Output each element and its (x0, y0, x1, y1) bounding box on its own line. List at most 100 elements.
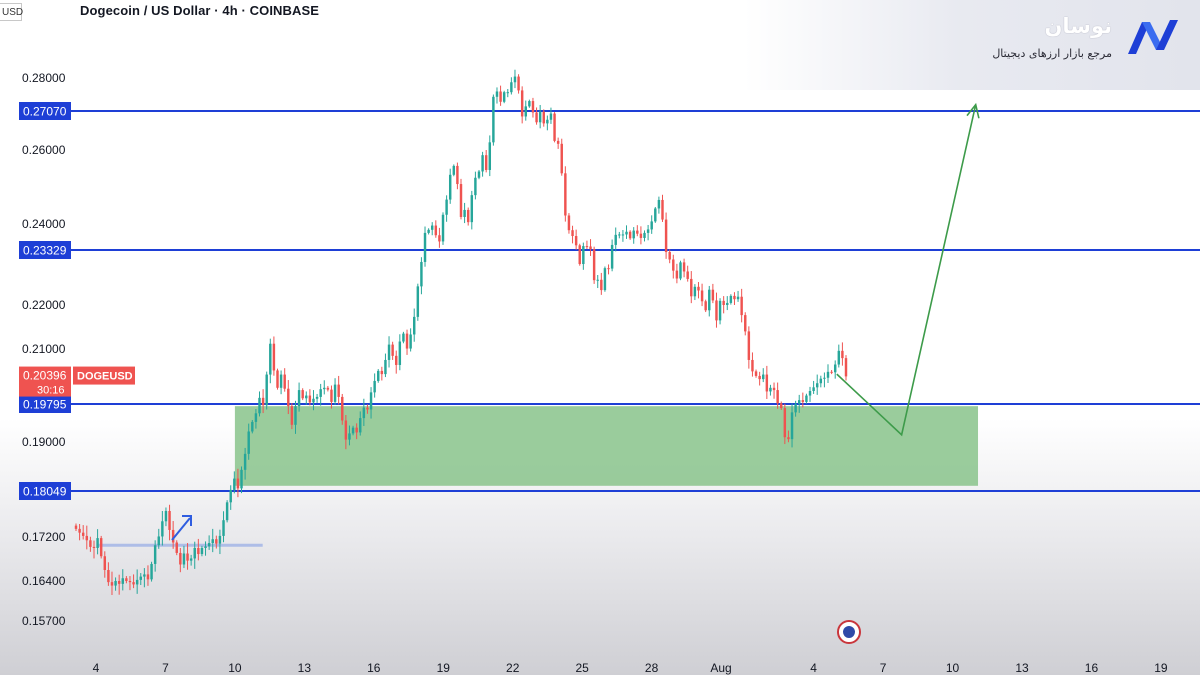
candle (164, 510, 168, 522)
current-price-tag (19, 366, 71, 397)
projection-path (836, 104, 977, 437)
candle (344, 420, 348, 440)
candle (751, 359, 754, 372)
candle (387, 344, 391, 360)
candle (171, 529, 175, 543)
level-tag-label: 0.23329 (23, 244, 67, 258)
candle (679, 262, 682, 279)
us-flag-icon-inner (843, 626, 855, 638)
candle (844, 358, 848, 377)
candle (805, 395, 808, 402)
candle (477, 171, 481, 178)
candle (783, 408, 787, 438)
candle (222, 520, 225, 536)
candle (538, 111, 542, 123)
candle (812, 387, 815, 391)
candle (312, 398, 315, 403)
candle (729, 295, 733, 303)
x-tick-label: 7 (880, 661, 887, 675)
candle (200, 548, 204, 555)
candle (474, 177, 477, 196)
candle (815, 383, 819, 388)
candle (841, 350, 844, 359)
small-arrow-line (171, 517, 191, 541)
candle (423, 232, 427, 262)
candle (531, 101, 535, 113)
candle (218, 535, 222, 544)
candle (333, 384, 337, 402)
candle (787, 437, 790, 440)
x-tick-label: Aug (710, 661, 731, 675)
candle (704, 301, 707, 311)
candle (466, 209, 470, 223)
candle (380, 370, 384, 375)
candle (686, 271, 689, 279)
candle (243, 453, 247, 470)
candle (754, 371, 758, 376)
candle (517, 76, 520, 91)
candle (233, 478, 236, 490)
candle (668, 252, 671, 260)
candle (445, 199, 448, 215)
candle (510, 82, 513, 93)
candle (139, 576, 142, 580)
candle (157, 536, 160, 546)
candle (502, 92, 506, 102)
x-tick-label: 16 (1085, 661, 1099, 675)
candle (438, 235, 441, 242)
candle (650, 221, 653, 230)
candle (258, 397, 261, 414)
candle (600, 279, 603, 291)
candle (632, 230, 635, 239)
candle (265, 374, 268, 406)
candle (377, 370, 380, 381)
candle (240, 469, 243, 489)
candle (585, 246, 589, 248)
candle (121, 578, 124, 584)
candle (193, 548, 196, 559)
candle (441, 214, 445, 242)
candle (661, 199, 664, 220)
candle (153, 545, 157, 564)
candle (582, 246, 585, 265)
candle (175, 542, 178, 553)
candle (135, 579, 139, 585)
candle (690, 278, 693, 297)
candle (596, 279, 599, 281)
candle (794, 403, 797, 413)
candle (182, 553, 186, 565)
candle (373, 380, 376, 393)
candle (125, 578, 128, 581)
candle (96, 538, 99, 548)
candle (272, 343, 276, 371)
candle (189, 558, 193, 561)
candle (225, 502, 229, 521)
candle (614, 234, 617, 245)
candle (776, 390, 779, 404)
candle (204, 546, 207, 548)
small-arrow-head (182, 515, 192, 526)
candle (833, 364, 837, 373)
currency-corner-label: USD (0, 3, 23, 21)
candle (801, 400, 805, 402)
candle (186, 553, 189, 561)
candle (261, 397, 265, 406)
y-tick-label: 0.21000 (22, 342, 66, 356)
projection-arrowhead (966, 102, 980, 119)
candle (452, 165, 456, 175)
level-tag-label: 0.18049 (23, 485, 67, 499)
candle (247, 431, 250, 454)
candle (326, 387, 330, 390)
candle (319, 389, 322, 397)
candle (528, 101, 531, 107)
candle (355, 427, 358, 433)
candle (463, 209, 466, 217)
candle (143, 574, 146, 577)
candle (560, 143, 563, 174)
candle (279, 374, 283, 388)
candle (736, 296, 740, 300)
x-tick-label: 19 (1154, 661, 1168, 675)
candle (168, 510, 171, 530)
candle (733, 295, 736, 300)
